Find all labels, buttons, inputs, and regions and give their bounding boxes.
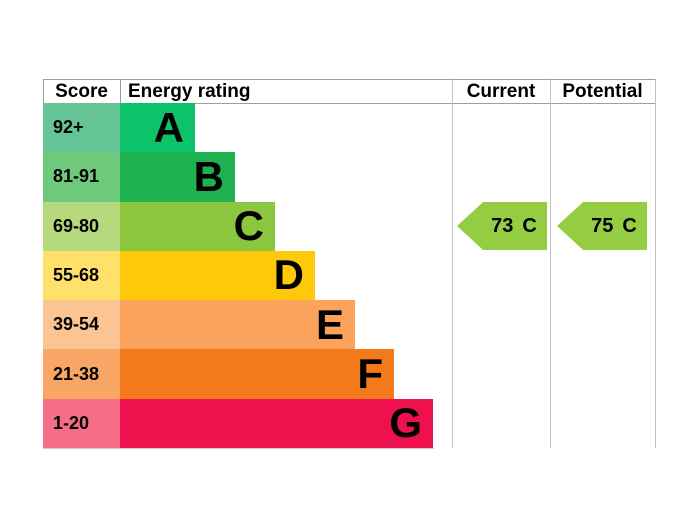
band-row-b: 81-91 B [43,152,443,202]
current-rating-value: 73 [491,214,514,237]
band-letter-a: A [153,103,184,151]
header-bottom-border [43,103,655,104]
band-letter-f: F [357,350,383,398]
rating-bar-a: A [120,103,195,153]
rating-bar-b: B [120,152,235,202]
rating-bar-f: F [120,349,394,399]
score-range-c: 69-80 [43,201,120,251]
energy-rating-bands: 92+ A 81-91 B 69-80 C 55-68 D 39-54 E 21… [43,103,443,448]
current-column-header: Current [466,81,536,102]
band-row-g: 1-20 G [43,398,443,448]
current-column-divider [452,79,453,448]
rating-bar-e: E [120,300,355,350]
band-letter-g: G [389,399,422,447]
table-bottom-border [43,448,434,449]
band-letter-b: B [193,152,224,200]
band-row-a: 92+ A [43,103,443,153]
score-range-d: 55-68 [43,250,120,301]
score-range-f: 21-38 [43,349,120,399]
header-left-border [43,79,44,104]
score-column-header: Score [55,81,108,102]
potential-rating-text: 75 C [581,202,647,250]
current-rating-band: C [522,214,537,237]
current-rating-arrow: 73 C [457,202,547,250]
score-column-divider [120,79,121,104]
potential-rating-value: 75 [591,214,614,237]
rating-bar-d: D [120,250,315,301]
potential-column-divider [550,79,551,448]
potential-column-header: Potential [562,81,643,102]
score-range-e: 39-54 [43,300,120,350]
potential-rating-arrow: 75 C [557,202,647,250]
potential-rating-band: C [622,214,637,237]
table-top-border [43,79,655,80]
band-row-e: 39-54 E [43,300,443,350]
score-range-b: 81-91 [43,152,120,202]
table-right-border [655,79,656,448]
rating-bar-c: C [120,201,275,251]
rating-bar-g: G [120,398,433,448]
band-letter-e: E [315,300,344,348]
band-letter-d: D [273,251,304,299]
band-row-c: 69-80 C [43,201,443,251]
score-range-g: 1-20 [43,398,120,448]
band-letter-c: C [233,202,264,250]
current-rating-text: 73 C [481,202,547,250]
band-row-f: 21-38 F [43,349,443,399]
score-range-a: 92+ [43,103,120,153]
band-row-d: 55-68 D [43,250,443,301]
energy-rating-column-header: Energy rating [128,81,251,102]
